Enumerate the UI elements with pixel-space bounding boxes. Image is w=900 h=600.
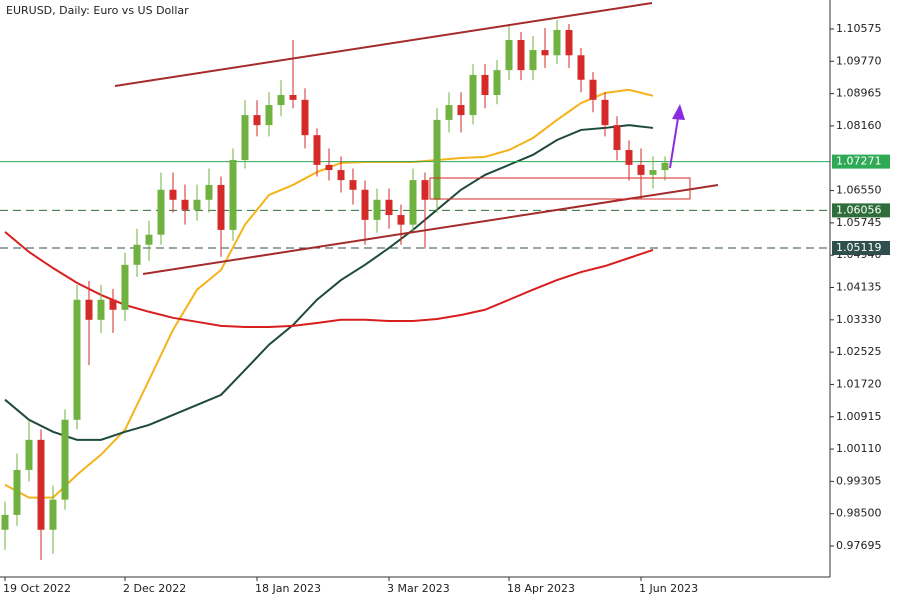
candle-body (457, 105, 465, 116)
axis-layer: 1.10575 1.09770 1.08965 1.08160 1.06550 1.057… (3, 22, 890, 595)
x-tick-label: 1 Jun 2023 (639, 582, 698, 595)
candle-body (553, 29, 561, 56)
y-tick-label: 1.00110 (836, 442, 882, 455)
y-tick-label: 1.10575 (836, 22, 882, 35)
candle-body (289, 95, 297, 100)
candle-layer (1, 19, 669, 560)
y-tick-label: 1.02525 (836, 345, 882, 358)
y-tick-label: 1.08965 (836, 87, 882, 100)
candle-body (217, 184, 225, 230)
candle-body (301, 99, 309, 136)
candle-body (193, 199, 201, 210)
candle-body (277, 95, 285, 106)
candle-body (577, 55, 585, 80)
level-layer (0, 161, 830, 249)
candle-body (121, 264, 129, 310)
y-tick-label: 1.00915 (836, 410, 882, 423)
candle-body (589, 79, 597, 100)
y-tick-label: 1.06550 (836, 184, 882, 197)
candle-body (517, 40, 525, 71)
candle-body (109, 299, 117, 310)
candle-body (229, 160, 237, 230)
arrow-head (672, 104, 685, 120)
candle-body (73, 299, 81, 420)
price-level-label: 1.05119 (836, 241, 882, 254)
candle-body (361, 189, 369, 220)
x-tick-label: 18 Jan 2023 (255, 582, 321, 595)
candle-body (61, 419, 69, 500)
candle-body (85, 299, 93, 320)
candle-body (637, 164, 645, 175)
candle-body (349, 180, 357, 190)
candle-body (445, 105, 453, 120)
y-tick-label: 1.05745 (836, 216, 882, 229)
candle-body (421, 180, 429, 200)
y-tick-label: 1.03330 (836, 313, 882, 326)
y-tick-label: 0.99305 (836, 474, 882, 487)
y-tick-label: 0.98500 (836, 507, 882, 520)
candle-body (397, 215, 405, 225)
candle-body (625, 150, 633, 165)
candle-body (433, 119, 441, 200)
x-tick-label: 18 Apr 2023 (507, 582, 575, 595)
candle-body (37, 439, 45, 530)
candle-body (97, 299, 105, 320)
y-tick-label: 1.09770 (836, 54, 882, 67)
candle-body (529, 50, 537, 71)
candle-body (25, 439, 33, 470)
candle-body (157, 189, 165, 235)
price-level-box (832, 240, 890, 255)
candle-body (49, 499, 57, 530)
candle-body (601, 99, 609, 126)
candle-body (409, 180, 417, 225)
x-tick-label: 19 Oct 2022 (3, 582, 71, 595)
channel-lower-line (142, 184, 719, 275)
x-tick-label: 2 Dec 2022 (123, 582, 186, 595)
y-tick-label: 1.04135 (836, 280, 882, 293)
y-tick-label: 1.01720 (836, 377, 882, 390)
y-tick-label: 1.08160 (836, 119, 882, 132)
candle-body (469, 74, 477, 116)
candle-body (181, 199, 189, 210)
y-tick-label: 0.97695 (836, 539, 882, 552)
candle-body (325, 164, 333, 171)
candle-body (661, 162, 669, 171)
candle-body (385, 199, 393, 216)
candle-body (337, 170, 345, 181)
candle-body (169, 189, 177, 200)
candle-body (565, 29, 573, 56)
candle-body (481, 74, 489, 96)
candle-body (265, 105, 273, 126)
candle-body (13, 469, 21, 515)
x-tick-label: 3 Mar 2023 (387, 582, 450, 595)
candle-body (145, 234, 153, 245)
candle-body (613, 125, 621, 151)
arrow-shaft (669, 117, 679, 169)
candle-body (505, 40, 513, 71)
moving-average-line (4, 124, 654, 441)
channel-upper-line (114, 2, 653, 87)
support-zone (429, 177, 691, 200)
candle-body (241, 115, 249, 161)
candle-body (253, 115, 261, 126)
candle-body (373, 199, 381, 220)
candle-body (493, 70, 501, 96)
price-level-box (832, 203, 890, 218)
price-level-label: 1.06056 (836, 203, 882, 216)
candle-body (313, 135, 321, 165)
candle-body (649, 170, 657, 175)
candle-body (1, 514, 9, 530)
price-level-box (832, 154, 890, 169)
candle-body (133, 244, 141, 265)
candle-body (205, 184, 213, 200)
candle-body (541, 50, 549, 56)
chart-title: EURUSD, Daily: Euro vs US Dollar (6, 4, 189, 17)
price-level-label: 1.07271 (836, 155, 882, 168)
